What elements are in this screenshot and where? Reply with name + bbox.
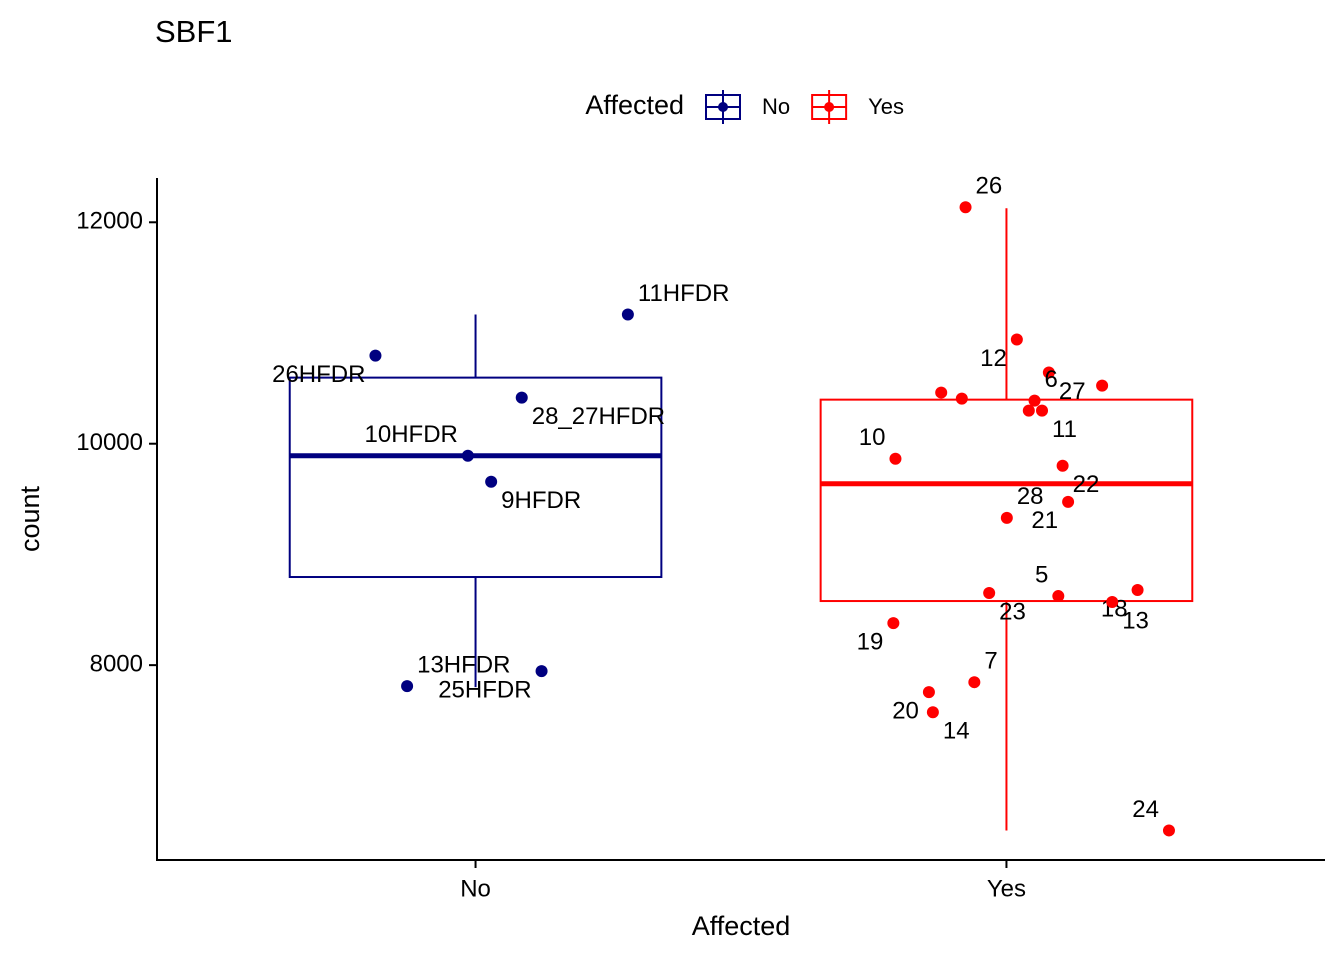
legend-title: Affected (585, 90, 684, 120)
point-label: 22 (1073, 471, 1100, 498)
point (955, 392, 968, 405)
point-label: 9HFDR (501, 487, 581, 514)
point-label: 21 (1031, 507, 1058, 534)
point-label: 27 (1059, 378, 1086, 405)
legend-label: Yes (868, 94, 904, 119)
point (959, 201, 972, 214)
point (983, 586, 996, 599)
legend-key-point (718, 102, 728, 112)
point-label: 10HFDR (365, 421, 458, 448)
box (819, 398, 1194, 603)
point-label: 24 (1132, 796, 1159, 823)
point (1162, 824, 1175, 837)
y-tick-label: 10000 (76, 429, 143, 456)
point (887, 617, 900, 630)
legend-key-point (824, 102, 835, 112)
point (621, 308, 634, 321)
point-label: 5 (1035, 561, 1048, 588)
point-label: 28_27HFDR (532, 403, 665, 430)
point (1028, 394, 1041, 407)
point (1062, 495, 1075, 508)
point-label: 26 (976, 173, 1003, 200)
point-label: 10 (859, 424, 886, 451)
point (369, 349, 382, 362)
chart-title: SBF1 (155, 14, 233, 49)
point (926, 706, 939, 719)
point (461, 449, 474, 462)
point (1106, 596, 1119, 609)
point-label: 12 (980, 345, 1007, 372)
x-tick-label: Yes (987, 875, 1026, 902)
point (1010, 333, 1023, 346)
point (401, 680, 414, 693)
point (1022, 404, 1035, 417)
point (968, 676, 981, 689)
y-axis-title: count (15, 485, 45, 552)
point-label: 11HFDR (638, 280, 730, 307)
point-label: 11 (1052, 416, 1077, 443)
point-label: 14 (943, 718, 970, 745)
point-label: 28 (1017, 483, 1044, 510)
point (1096, 379, 1109, 392)
point (1052, 590, 1065, 603)
legend-label: No (762, 94, 790, 119)
point-label: 20 (892, 698, 919, 725)
box (288, 376, 663, 579)
point (889, 452, 902, 465)
point-label: 25HFDR (438, 676, 531, 703)
point (1042, 366, 1055, 379)
point-label: 23 (999, 598, 1026, 625)
y-tick-label: 12000 (76, 208, 143, 235)
point (1000, 511, 1013, 524)
point-label: 7 (984, 648, 997, 675)
x-axis-title: Affected (692, 911, 791, 941)
point-label: 19 (857, 628, 884, 655)
point-label: 6 (1045, 366, 1058, 393)
point (1056, 459, 1069, 472)
x-tick-label: No (460, 875, 491, 902)
y-tick-label: 8000 (90, 650, 143, 677)
point-label: 13 (1122, 607, 1149, 634)
point (485, 475, 498, 488)
point-label: 13HFDR (417, 652, 510, 679)
point-label: 26HFDR (272, 361, 365, 388)
point (922, 686, 935, 699)
point (535, 665, 548, 678)
point (1036, 404, 1049, 417)
point (935, 386, 948, 399)
point (515, 391, 528, 404)
point (1131, 583, 1144, 596)
